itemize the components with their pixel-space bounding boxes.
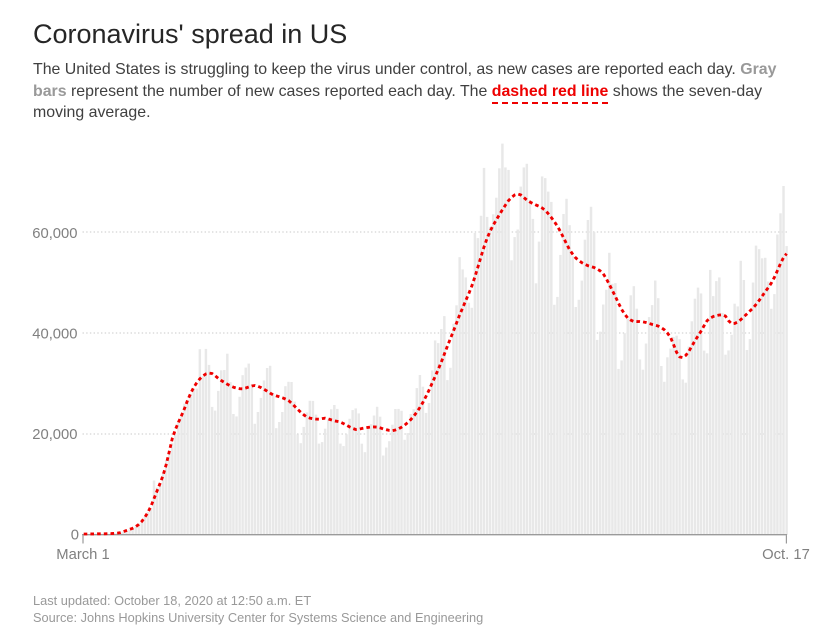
svg-text:40,000: 40,000 [32,326,77,342]
svg-text:0: 0 [71,528,79,544]
svg-text:March 1: March 1 [56,547,109,563]
svg-text:20,000: 20,000 [32,427,77,443]
svg-text:Oct. 17: Oct. 17 [762,547,810,563]
svg-text:60,000: 60,000 [32,226,77,242]
